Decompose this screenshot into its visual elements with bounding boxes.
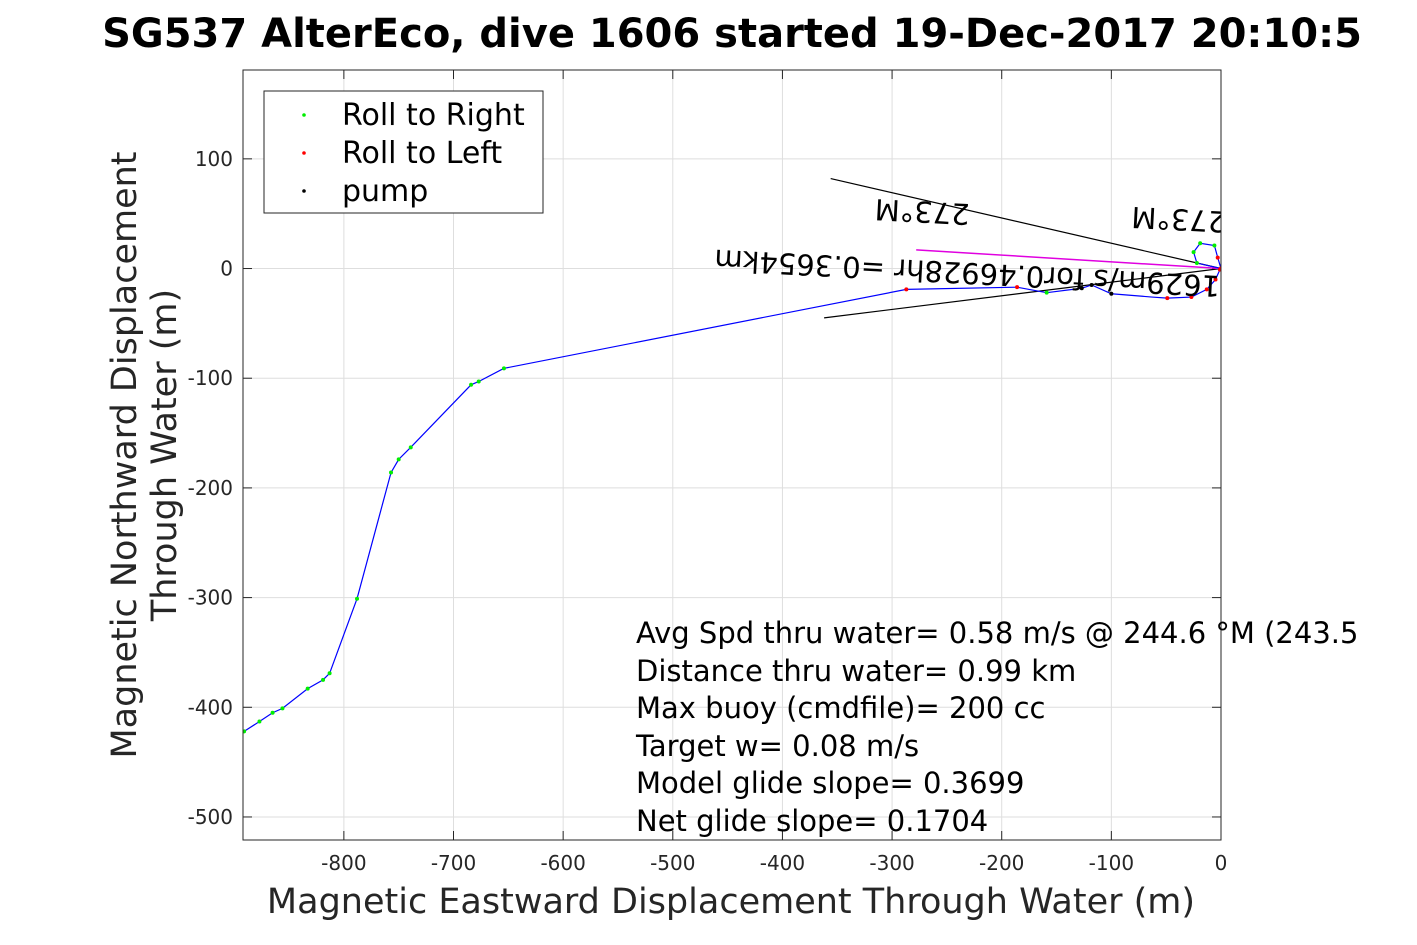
annotation: 273°M [1131, 200, 1228, 239]
stats-text: Avg Spd thru water= 0.58 m/s @ 244.6 °M … [635, 616, 1358, 838]
x-tick-label: -300 [869, 851, 914, 875]
chart-title: SG537 AlterEco, dive 1606 started 19-Dec… [102, 11, 1362, 57]
y-tick-label: 100 [195, 147, 233, 171]
track-marker [1015, 285, 1020, 290]
track-marker [1191, 250, 1196, 255]
track-marker [243, 729, 247, 734]
x-tick-label: -600 [540, 851, 585, 875]
axes-box [242, 69, 1222, 841]
track-marker [1198, 241, 1203, 246]
stat-line: Target w= 0.08 m/s [635, 729, 919, 763]
track-marker [1109, 291, 1114, 296]
track-marker [476, 379, 481, 384]
track-marker [904, 287, 909, 292]
track-marker [408, 445, 413, 450]
current-line [916, 249, 1221, 270]
track-marker [321, 677, 326, 682]
track-marker [396, 457, 401, 462]
x-axis-label: Magnetic Eastward Displacement Through W… [267, 882, 1195, 922]
x-tick-label: -400 [760, 851, 805, 875]
track-marker [389, 470, 394, 475]
y-axis-label: Magnetic Northward Displacement Through … [105, 151, 185, 759]
track-marker [1212, 243, 1217, 248]
x-tick-label: -500 [650, 851, 695, 875]
stat-line: Avg Spd thru water= 0.58 m/s @ 244.6 °M … [636, 616, 1358, 650]
y-tick-label: -500 [188, 805, 233, 829]
stat-line: Distance thru water= 0.99 km [636, 654, 1076, 688]
ticks: -800 -700 -600 -500 -400 -300 -200 -100 0 100 0 -10… [188, 70, 1228, 875]
y-tick-label: -400 [188, 695, 233, 719]
track-marker [257, 719, 262, 724]
track-marker [355, 596, 360, 601]
x-tick-label: -700 [431, 851, 476, 875]
legend-label: pump [342, 174, 428, 209]
track-marker [1079, 286, 1084, 291]
stat-line: Model glide slope= 0.3699 [636, 766, 1024, 800]
track-marker [1215, 255, 1220, 260]
track-marker [1044, 290, 1049, 295]
annotation: 273°M [874, 192, 971, 231]
track-marker [1213, 277, 1218, 282]
legend-marker-pump [302, 189, 306, 193]
y-tick-label: 0 [220, 257, 233, 281]
y-tick-label: -300 [188, 586, 233, 610]
legend-label: Roll to Left [342, 136, 502, 171]
x-tick-label: -800 [321, 851, 366, 875]
track-marker [1189, 295, 1194, 300]
arrow-line [824, 267, 1221, 319]
arrow-line [830, 178, 1221, 270]
legend-marker-roll-right [302, 113, 306, 117]
x-tick-label: -200 [979, 851, 1024, 875]
track-marker [501, 366, 506, 371]
track-marker [1194, 261, 1199, 266]
track-marker [305, 686, 310, 691]
y-tick-label: -200 [188, 476, 233, 500]
x-tick-label: 0 [1215, 851, 1228, 875]
track-marker [469, 382, 474, 387]
track-marker [280, 706, 285, 711]
track-marker [1204, 287, 1209, 292]
track-marker [1089, 282, 1094, 287]
y-tick-label: -100 [188, 366, 233, 390]
track-marker [1165, 296, 1170, 301]
track-marker [327, 671, 332, 676]
x-tick-label: -100 [1089, 851, 1134, 875]
legend-label: Roll to Right [342, 98, 525, 133]
stat-line: Net glide slope= 0.1704 [636, 804, 988, 838]
stat-line: Max buoy (cmdfile)= 200 cc [636, 691, 1045, 725]
legend-marker-roll-left [302, 151, 306, 155]
legend: Roll to Right Roll to Left pump [263, 90, 544, 214]
track-marker [270, 710, 275, 715]
